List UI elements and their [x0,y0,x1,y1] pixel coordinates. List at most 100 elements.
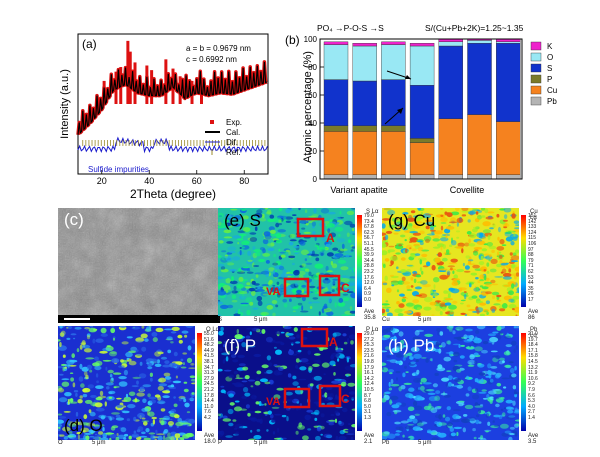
p-box-c-label: C [341,392,350,406]
lattice-c: c = 0.6992 nm [186,55,237,64]
map-speck [177,417,182,423]
map-speck [430,229,436,232]
map-speck [341,381,347,387]
map-speck [400,257,406,261]
xrd-curves [76,40,268,154]
map-speck [467,364,475,367]
map-speck [236,283,244,289]
map-speck [268,279,273,285]
map-speck [337,216,344,219]
map-speck [479,313,486,316]
map-speck [486,262,490,267]
map-speck [467,259,474,262]
map-speck [300,310,309,313]
map-speck [453,385,461,388]
map-speck [389,274,394,277]
bar-series [323,38,521,180]
map-speck [431,264,436,271]
map-speck [305,262,313,265]
map-speck [94,356,99,361]
map-speck [246,327,255,330]
map-speck [422,283,431,288]
map-speck [308,366,313,371]
map-speck [405,248,408,253]
map-speck [438,345,443,348]
map-speck [384,391,391,395]
map-speck [448,304,457,310]
map-speck [234,406,242,412]
map-speck [395,346,404,349]
map-speck [325,243,331,248]
map-speck [311,250,315,256]
map-speck [350,249,354,252]
map-speck [446,270,451,276]
map-speck [503,351,511,356]
map-speck [289,233,296,238]
b-ytick-label: 40 [308,119,317,128]
cu-element-label: Cu Lα [530,209,538,221]
map-speck [431,314,435,316]
map-speck [95,338,104,343]
map-speck [326,223,335,228]
map-speck [350,396,355,399]
map-speck [136,353,142,356]
map-speck [314,244,319,247]
bar-p-4 [409,138,435,143]
map-speck [283,326,292,330]
map-speck [193,352,195,355]
map-speck [514,419,519,422]
map-speck [427,429,432,433]
map-speck [296,401,300,404]
map-speck [235,431,240,436]
pb-corner: Pb [382,440,390,446]
map-speck [431,431,437,435]
s-colorbar [357,215,362,307]
map-speck [315,435,321,440]
map-speck [88,327,97,333]
map-speck [242,366,249,371]
map-speck [86,364,92,370]
map-speck [385,300,389,303]
map-speck [478,409,481,414]
map-speck [414,413,420,416]
map-speck [235,377,244,380]
map-speck [389,353,393,355]
map-speck [247,259,253,262]
map-speck [515,306,519,309]
map-speck [276,387,284,391]
map-speck [267,243,275,247]
o-ave: Ave 18.0 [204,433,216,445]
map-speck [415,274,422,278]
colorbar-tick: 55.0 [204,331,214,337]
map-speck [344,250,353,254]
map-speck [478,391,487,394]
map-speck [477,280,481,283]
o-colorbar [197,333,202,431]
map-speck [273,437,282,440]
map-speck [409,356,414,360]
map-speck [128,391,136,397]
map-speck [403,345,407,348]
map-speck [440,245,443,251]
map-speck [476,215,482,217]
map-speck [390,378,394,385]
xrd-xlabel: 2Theta (degree) [130,187,216,201]
map-speck [434,372,439,376]
map-speck [273,253,277,258]
map-speck [293,245,300,249]
map-speck [294,282,298,286]
map-speck [450,217,457,223]
map-speck [414,221,423,224]
map-speck [452,300,458,304]
legend-cal: Cal. [226,128,240,137]
map-speck [83,345,86,348]
map-speck [389,336,398,341]
map-speck [342,287,350,293]
map-speck [309,306,313,309]
map-speck [405,425,413,430]
colorbar-tick: 24.5 [204,381,214,388]
map-speck [155,429,158,435]
map-speck [112,372,122,375]
map-speck [92,362,100,367]
map-speck [109,437,112,440]
